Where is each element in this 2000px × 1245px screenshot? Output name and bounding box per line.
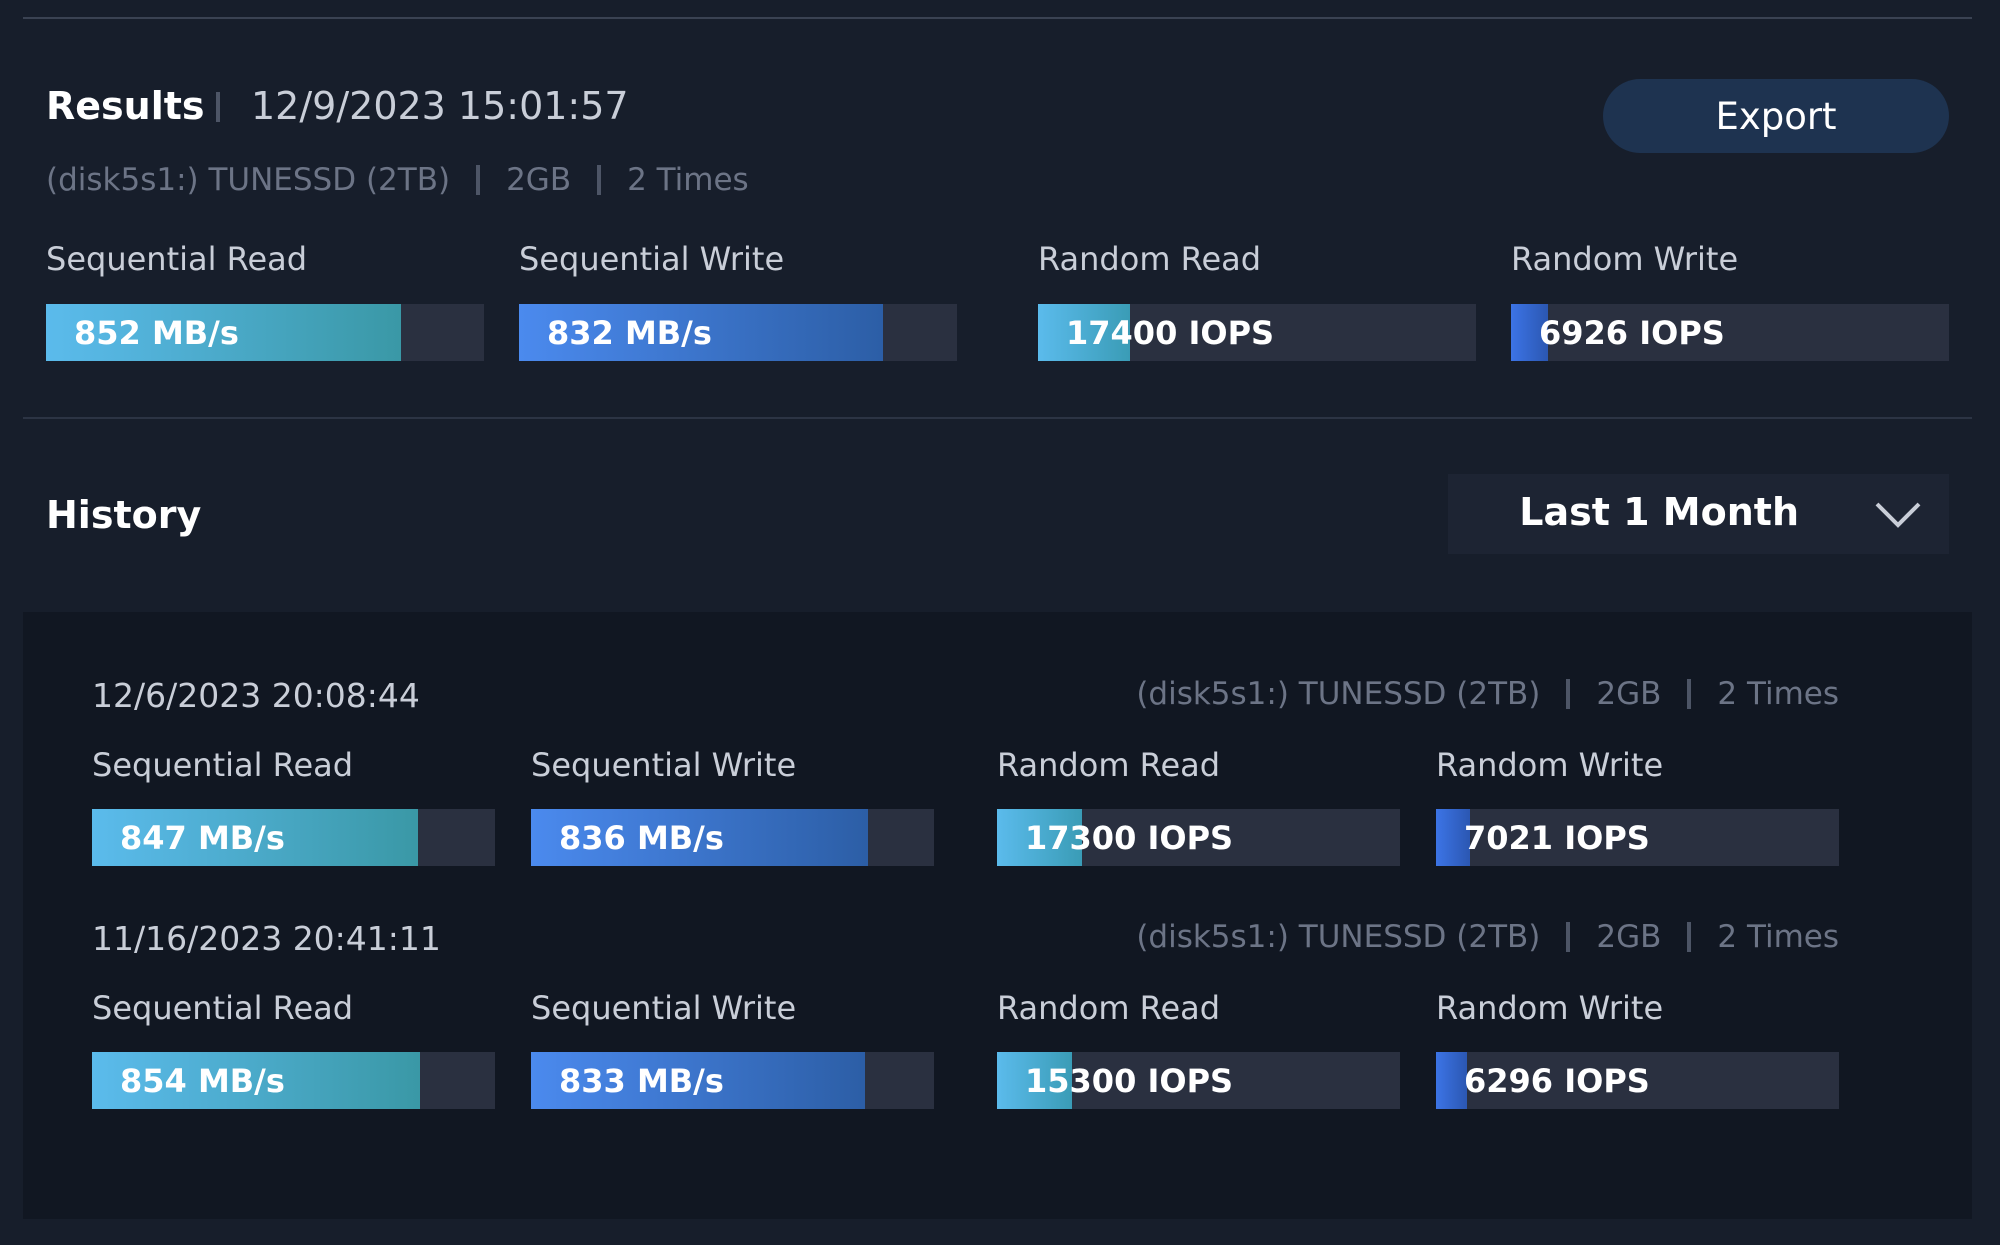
metric-value: 17400 IOPS (1066, 313, 1275, 352)
metric-bar: 6926 IOPS (1511, 304, 1949, 361)
history-title: History (46, 493, 202, 537)
meta-runs: 2 Times (627, 162, 749, 198)
metric-value: 15300 IOPS (1025, 1061, 1234, 1100)
metric-fill (46, 304, 401, 361)
metric-fill (997, 809, 1082, 866)
metric-bar: 833 MB/s (531, 1052, 934, 1109)
results-timestamp: 12/9/2023 15:01:57 (251, 84, 629, 128)
metric-value: 6926 IOPS (1539, 313, 1725, 352)
metric-value: 832 MB/s (547, 313, 712, 352)
metric-label: Random Write (1436, 989, 1664, 1027)
range-label: Last 1 Month (1519, 490, 1799, 534)
metric-bar: 832 MB/s (519, 304, 957, 361)
export-button[interactable]: Export (1603, 79, 1949, 153)
metric-fill (531, 809, 868, 866)
metric-fill (92, 1052, 421, 1109)
metric-value: 833 MB/s (559, 1061, 724, 1100)
meta-size: 2GB (1596, 919, 1662, 955)
metric-bar: 17300 IOPS (997, 809, 1400, 866)
meta-drive: (disk5s1:) TUNESSD (2TB) (1136, 919, 1541, 955)
metric-value: 854 MB/s (120, 1061, 285, 1100)
metric-label: Sequential Read (92, 746, 354, 784)
metric-bar: 17400 IOPS (1038, 304, 1476, 361)
metric-bar: 6296 IOPS (1436, 1052, 1839, 1109)
metric-bar: 854 MB/s (92, 1052, 495, 1109)
metric-value: 847 MB/s (120, 818, 285, 857)
separator (597, 165, 602, 195)
metric-label: Random Write (1511, 240, 1739, 278)
entry-timestamp: 11/16/2023 20:41:11 (92, 919, 441, 958)
metric-fill (519, 304, 883, 361)
metric-value: 836 MB/s (559, 818, 724, 857)
separator (1566, 679, 1571, 709)
metric-label: Sequential Write (531, 989, 797, 1027)
metric-fill (1511, 304, 1549, 361)
meta-drive: (disk5s1:) TUNESSD (2TB) (1136, 676, 1541, 712)
metric-label: Sequential Read (92, 989, 354, 1027)
metric-value: 6296 IOPS (1464, 1061, 1650, 1100)
meta-runs: 2 Times (1717, 919, 1839, 955)
meta-drive: (disk5s1:) TUNESSD (2TB) (46, 162, 451, 198)
separator (216, 92, 220, 122)
metric-label: Random Read (1038, 240, 1262, 278)
metric-bar: 7021 IOPS (1436, 809, 1839, 866)
results-title: Results (46, 84, 205, 128)
metric-value: 7021 IOPS (1464, 818, 1650, 857)
metric-bar: 836 MB/s (531, 809, 934, 866)
metric-label: Sequential Read (46, 240, 308, 278)
metric-fill (1436, 809, 1471, 866)
metric-bar: 847 MB/s (92, 809, 495, 866)
range-dropdown[interactable]: Last 1 Month (1448, 474, 1949, 554)
metric-label: Random Write (1436, 746, 1664, 784)
separator (1687, 922, 1692, 952)
meta-runs: 2 Times (1717, 676, 1839, 712)
metric-fill (531, 1052, 866, 1109)
separator (1687, 679, 1692, 709)
metric-label: Random Read (997, 989, 1221, 1027)
metric-value: 852 MB/s (74, 313, 239, 352)
meta-row: (disk5s1:) TUNESSD (2TB) 2GB 2 Times (46, 162, 749, 198)
metric-value: 17300 IOPS (1025, 818, 1234, 857)
top-divider (23, 17, 1972, 19)
meta-size: 2GB (506, 162, 572, 198)
metric-label: Sequential Write (519, 240, 785, 278)
metric-fill (92, 809, 419, 866)
metric-fill (1038, 304, 1130, 361)
history-panel: 12/6/2023 20:08:44 (disk5s1:) TUNESSD (2T… (23, 612, 1972, 1219)
separator (1566, 922, 1571, 952)
metric-label: Sequential Write (531, 746, 797, 784)
section-divider (23, 417, 1972, 419)
metric-bar: 852 MB/s (46, 304, 484, 361)
separator (476, 165, 481, 195)
entry-timestamp: 12/6/2023 20:08:44 (92, 676, 420, 715)
metric-label: Random Read (997, 746, 1221, 784)
meta-row: (disk5s1:) TUNESSD (2TB) 2GB 2 Times (1136, 919, 1839, 955)
metric-fill (1436, 1052, 1467, 1109)
meta-row: (disk5s1:) TUNESSD (2TB) 2GB 2 Times (1136, 676, 1839, 712)
metric-fill (997, 1052, 1072, 1109)
metric-bar: 15300 IOPS (997, 1052, 1400, 1109)
meta-size: 2GB (1596, 676, 1662, 712)
chevron-icon (1875, 502, 1921, 528)
